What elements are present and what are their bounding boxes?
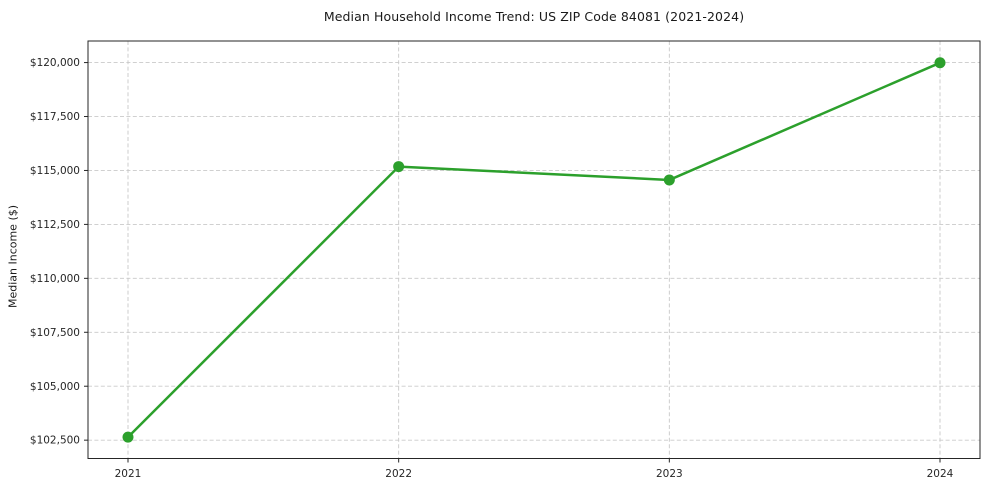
y-tick-label: $102,500 [30, 435, 80, 447]
data-point [663, 174, 675, 186]
axes-spines [87, 40, 981, 459]
x-tick-label: 2021 [115, 468, 142, 480]
y-tick-label: $117,500 [30, 111, 80, 123]
y-tick-label: $120,000 [30, 57, 80, 69]
x-tick-label: 2022 [385, 468, 412, 480]
x-tick-label: 2024 [927, 468, 954, 480]
data-point [393, 161, 405, 173]
data-point [934, 57, 946, 69]
y-tick-label: $112,500 [30, 219, 80, 231]
data-line [126, 61, 942, 439]
data-point [122, 431, 134, 443]
y-tick-label: $107,500 [30, 327, 80, 339]
y-tick-label: $115,000 [30, 165, 80, 177]
y-tick-label: $105,000 [30, 381, 80, 393]
x-tick-label: 2023 [656, 468, 683, 480]
chart-title: Median Household Income Trend: US ZIP Co… [323, 9, 745, 24]
y-tick-label: $110,000 [30, 273, 80, 285]
y-axis-label: Median Income ($) [6, 204, 20, 309]
